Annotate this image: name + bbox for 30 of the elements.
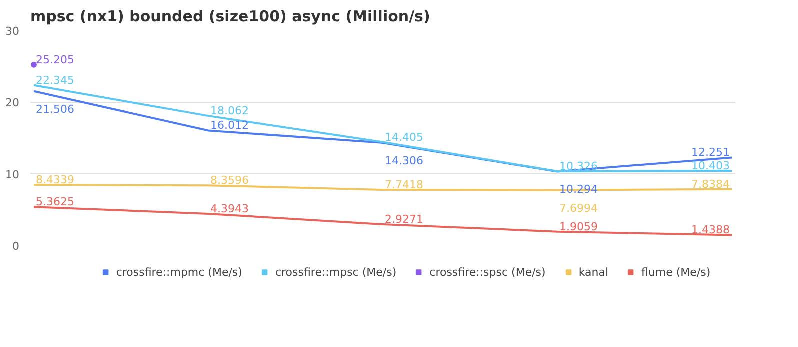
data-label: 14.405: [385, 130, 424, 144]
data-label: 16.012: [210, 119, 249, 132]
data-label: 2.9271: [385, 213, 424, 226]
chart-title: mpsc (nx1) bounded (size100) async (Million/s): [30, 8, 430, 26]
data-label: 14.306: [385, 154, 424, 168]
data-label: 12.251: [692, 146, 730, 160]
data-label: 25.205: [36, 53, 74, 66]
data-label: 1.9059: [560, 220, 598, 234]
data-label: 8.3596: [210, 174, 249, 188]
data-label: 5.3625: [36, 196, 74, 209]
data-label: 7.8384: [692, 178, 730, 191]
data-label: 10.326: [560, 160, 598, 173]
legend-label: crossfire::mpsc (Me/s): [275, 265, 397, 279]
legend-label: flume (Me/s): [642, 265, 711, 279]
y-tick-label: 20: [6, 96, 20, 110]
data-label: 1.4388: [692, 224, 730, 237]
data-label: 4.3943: [210, 202, 249, 216]
legend-label: crossfire::mpmc (Me/s): [116, 265, 242, 279]
data-label: 10.403: [692, 159, 730, 172]
legend-label: kanal: [578, 265, 609, 279]
y-tick-label: 0: [12, 240, 20, 253]
y-tick-label: 10: [6, 168, 20, 182]
legend-label: crossfire::spsc (Me/s): [430, 265, 546, 279]
data-label: 18.062: [210, 104, 249, 118]
data-label: 7.6994: [560, 202, 598, 215]
data-label: 7.7418: [385, 178, 424, 192]
data-label: 21.506: [36, 102, 74, 116]
data-label: 22.345: [36, 74, 74, 87]
data-label: 8.4339: [36, 174, 74, 187]
y-tick-label: 30: [6, 25, 20, 38]
